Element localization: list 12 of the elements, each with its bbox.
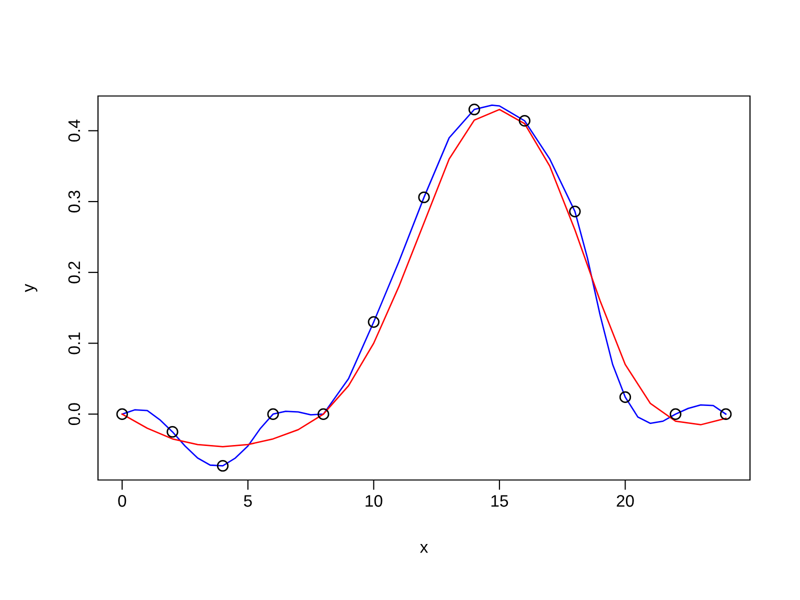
y-tick-label: 0.0 (68, 403, 80, 426)
y-tick-label: 0.1 (68, 332, 80, 354)
x-tick-label: 20 (616, 495, 634, 507)
x-tick-label: 5 (244, 495, 252, 507)
x-axis-title: x (420, 544, 428, 553)
y-tick-label: 0.4 (68, 120, 80, 142)
x-tick-label: 0 (118, 495, 126, 507)
y-tick-label: 0.3 (68, 190, 80, 212)
x-tick-label: 15 (491, 495, 508, 507)
y-tick-label: 0.2 (68, 262, 80, 284)
y-axis-title: y (25, 284, 38, 292)
x-tick-label: 10 (366, 495, 382, 507)
